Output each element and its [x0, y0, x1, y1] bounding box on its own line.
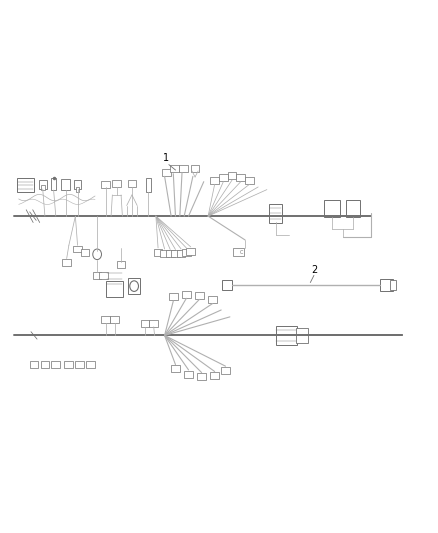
Bar — [210, 372, 219, 379]
Bar — [166, 251, 175, 257]
Bar — [128, 278, 140, 294]
Bar — [41, 185, 45, 190]
Bar — [233, 248, 244, 256]
Text: 1: 1 — [163, 153, 169, 163]
Bar — [154, 249, 162, 256]
Bar — [191, 165, 199, 172]
Bar — [61, 179, 70, 190]
Bar — [73, 246, 82, 253]
Text: 2: 2 — [311, 265, 317, 276]
Bar — [74, 180, 81, 189]
Circle shape — [93, 249, 102, 260]
Bar — [113, 180, 121, 187]
Bar — [177, 250, 185, 257]
Bar — [127, 180, 136, 187]
Bar — [182, 290, 191, 297]
Bar — [76, 188, 79, 192]
Bar — [380, 279, 393, 292]
Bar — [99, 272, 108, 279]
Bar — [117, 262, 125, 268]
Bar — [179, 165, 187, 172]
Bar — [102, 181, 110, 188]
Bar — [170, 165, 179, 172]
Bar — [219, 174, 228, 181]
Bar — [106, 281, 123, 297]
Bar — [41, 361, 49, 368]
Bar — [171, 366, 180, 372]
Bar — [210, 176, 219, 183]
Bar — [182, 249, 191, 256]
Bar — [62, 260, 71, 266]
Bar — [160, 250, 169, 257]
Bar — [39, 180, 47, 189]
Bar — [228, 172, 237, 179]
Bar — [102, 316, 110, 323]
Bar — [146, 179, 151, 192]
Bar — [162, 168, 171, 175]
Circle shape — [130, 281, 138, 292]
Bar — [296, 328, 308, 343]
Bar — [276, 326, 297, 345]
Bar — [93, 272, 102, 279]
Bar — [197, 373, 206, 380]
Text: C: C — [240, 249, 243, 255]
Bar — [51, 361, 60, 368]
Bar — [64, 361, 73, 368]
Bar — [17, 179, 34, 192]
Bar — [86, 361, 95, 368]
Bar — [221, 367, 230, 374]
Bar — [324, 200, 340, 216]
Bar — [390, 280, 396, 290]
Bar — [346, 200, 360, 216]
Bar — [208, 296, 217, 303]
Bar — [171, 251, 180, 257]
Bar — [195, 292, 204, 298]
Bar — [75, 361, 84, 368]
Bar — [169, 293, 178, 300]
Bar — [269, 204, 282, 223]
Bar — [245, 176, 254, 183]
Bar — [149, 320, 158, 327]
Bar — [30, 361, 39, 368]
Bar — [186, 248, 195, 255]
Bar — [141, 320, 149, 327]
Bar — [51, 179, 56, 190]
Bar — [222, 280, 232, 290]
Bar — [237, 174, 245, 181]
Bar — [81, 249, 89, 256]
Bar — [110, 316, 119, 323]
Bar — [184, 370, 193, 377]
